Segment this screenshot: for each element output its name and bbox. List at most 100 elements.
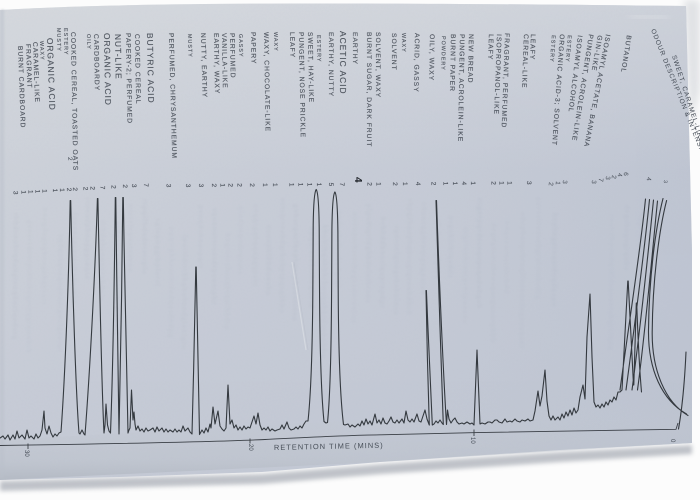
svg-text:otgerpqrdesoqopsqadnbgab: otgerpqrdesoqopsqadnbgab bbox=[475, 198, 485, 309]
svg-text:7: 7 bbox=[142, 183, 149, 187]
svg-text:2: 2 bbox=[81, 187, 88, 191]
svg-text:pgqtrghhauehtdedqaadedgg: pgqtrghhauehtdedqaadedgg bbox=[167, 227, 177, 339]
svg-text:rtpqllbdnderetrplo: rtpqllbdnderetrplo bbox=[140, 199, 150, 275]
svg-text:NUT-LIKE: NUT-LIKE bbox=[113, 34, 124, 80]
svg-text:2: 2 bbox=[489, 181, 496, 185]
svg-text:plpsdtgtldghbdolslbraea: plpsdtgtldghbdolslbraea bbox=[364, 204, 374, 304]
svg-text:ESTERY: ESTERY bbox=[564, 35, 572, 63]
svg-text:ORGANIC ACID: ORGANIC ACID bbox=[102, 33, 113, 106]
svg-text:VANILLA-LIKE: VANILLA-LIKE bbox=[220, 33, 228, 89]
svg-text:POWDERY: POWDERY bbox=[439, 36, 446, 71]
svg-text:EARTHY, WAXY: EARTHY, WAXY bbox=[212, 33, 220, 94]
svg-text:1: 1 bbox=[469, 181, 476, 185]
svg-text:4: 4 bbox=[414, 182, 421, 186]
svg-text:2: 2 bbox=[236, 183, 243, 187]
svg-text:osttnparhrrrtbpgsaderonlue: osttnparhrrrtbpgsaderonlue bbox=[350, 212, 360, 325]
svg-text:3: 3 bbox=[662, 180, 668, 184]
svg-text:2: 2 bbox=[391, 182, 398, 186]
svg-text:BURNT CARDBOARD: BURNT CARDBOARD bbox=[16, 46, 26, 129]
svg-text:hepbngptnqatdoqdqapu: hepbngptnqatdoqdqapu bbox=[550, 213, 560, 307]
svg-text:NUTTY, EARTHY: NUTTY, EARTHY bbox=[199, 33, 208, 98]
svg-text:agdqsuqopgopeaurgnslgeetut: agdqsuqopgopeaurgnslgeetut bbox=[56, 234, 66, 353]
svg-text:3: 3 bbox=[590, 180, 597, 185]
svg-text:PERFUMED: PERFUMED bbox=[228, 33, 236, 79]
svg-text:CEREAL-LIKE: CEREAL-LIKE bbox=[520, 34, 529, 89]
svg-text:stoeudphoagggsdqse: stoeudphoagggsdqse bbox=[83, 197, 93, 281]
svg-text:MUSTY: MUSTY bbox=[186, 34, 193, 58]
svg-text:PAPERY-2; PERFUMED: PAPERY-2; PERFUMED bbox=[124, 33, 133, 124]
svg-text:bdquearnatnhtbdd: bdquearnatnhtbdd bbox=[502, 221, 512, 294]
svg-text:6: 6 bbox=[622, 172, 629, 177]
svg-text:2: 2 bbox=[121, 184, 128, 188]
svg-text:1: 1 bbox=[554, 181, 561, 186]
svg-text:WAXY: WAXY bbox=[400, 33, 406, 53]
svg-text:WAXY: WAXY bbox=[38, 41, 45, 61]
svg-text:qlodpoqudeqnats: qlodpoqudeqnats bbox=[236, 206, 246, 275]
svg-text:ACETIC ACID: ACETIC ACID bbox=[338, 31, 348, 95]
svg-text:BUTYRIC ACID: BUTYRIC ACID bbox=[145, 33, 156, 104]
svg-text:rhpglbqupbqhsugtgeeubdbrd: rhpglbqupbqhsugtgeeubdbrd bbox=[405, 199, 415, 315]
svg-text:NEW BREAD: NEW BREAD bbox=[466, 34, 474, 84]
svg-text:degsbogugrqnbs: degsbogugrqnbs bbox=[622, 205, 632, 271]
svg-text:3: 3 bbox=[165, 184, 172, 188]
svg-text:1: 1 bbox=[34, 190, 41, 194]
svg-text:5: 5 bbox=[327, 183, 334, 187]
svg-text:CARAMEL-LIKE: CARAMEL-LIKE bbox=[31, 42, 40, 103]
svg-text:lunaqagaaseohudoresn: lunaqagaaseohudoresn bbox=[70, 213, 80, 305]
svg-text:3: 3 bbox=[561, 180, 568, 185]
svg-text:GASSY: GASSY bbox=[237, 34, 243, 58]
svg-text:2: 2 bbox=[66, 157, 73, 161]
svg-text:3: 3 bbox=[130, 184, 137, 188]
svg-text:2: 2 bbox=[210, 184, 217, 188]
svg-text:SOLVENT, WAXY: SOLVENT, WAXY bbox=[374, 32, 381, 98]
svg-text:EARTHY, NUTTY: EARTHY, NUTTY bbox=[327, 32, 334, 97]
svg-text:2: 2 bbox=[226, 183, 233, 187]
svg-text:1: 1 bbox=[498, 181, 505, 185]
svg-text:LEAFY: LEAFY bbox=[486, 34, 494, 60]
svg-text:sqauuursrsasdrpsnntphr: sqauuursrsasdrpsnntphr bbox=[210, 208, 220, 305]
svg-text:3: 3 bbox=[525, 181, 532, 185]
svg-text:3: 3 bbox=[604, 176, 611, 181]
svg-text:CARDBOARDY: CARDBOARDY bbox=[92, 34, 100, 91]
svg-text:4: 4 bbox=[645, 177, 652, 182]
svg-text:PUNGENT, ACROLEIN-LIKE: PUNGENT, ACROLEIN-LIKE bbox=[456, 34, 465, 142]
svg-text:PUNGENT, NOSE PRICKLE: PUNGENT, NOSE PRICKLE bbox=[297, 32, 306, 138]
svg-text:osrrslegoatseeno: osrrslegoatseeno bbox=[126, 204, 136, 273]
svg-text:ESTERY: ESTERY bbox=[315, 35, 321, 63]
svg-text:10: 10 bbox=[469, 437, 475, 444]
svg-text:SWEET, HAY-LIKE: SWEET, HAY-LIKE bbox=[306, 32, 314, 103]
svg-text:1: 1 bbox=[375, 182, 382, 186]
svg-text:bshbddhnsrlquprnpdpr: bshbddhnsrlquprnpdpr bbox=[378, 217, 388, 309]
svg-text:tbhdsnubtqdungtongburlqedatq: tbhdsnubtqdungtongburlqedatq bbox=[11, 213, 21, 340]
svg-text:7: 7 bbox=[338, 183, 345, 187]
svg-text:1: 1 bbox=[261, 183, 268, 187]
svg-text:1: 1 bbox=[51, 189, 58, 193]
svg-text:1: 1 bbox=[58, 188, 65, 192]
svg-text:3: 3 bbox=[184, 184, 191, 188]
svg-text:bedaebebrabudgtgl: bedaebebrabudgtgl bbox=[334, 211, 344, 289]
svg-text:2: 2 bbox=[610, 175, 617, 180]
svg-text:EARTHY: EARTHY bbox=[351, 32, 358, 65]
svg-text:20: 20 bbox=[247, 444, 253, 451]
svg-text:bbohlbqnbbhrbooqahhrdsohnbbo: bbohlbqnbbhrbooqahhrdsohnbbo bbox=[320, 225, 330, 358]
svg-text:boegdugaghoagehqessrr: boegdugaghoagehqessrr bbox=[40, 208, 50, 306]
svg-text:hngttorshaaqbtqplhhdtp: hngttorshaaqbtqplhhdtp bbox=[223, 233, 233, 331]
svg-text:4: 4 bbox=[616, 173, 623, 178]
svg-text:1: 1 bbox=[287, 183, 294, 187]
svg-text:PERFUMED, CHRYSANTHEMUM: PERFUMED, CHRYSANTHEMUM bbox=[167, 33, 177, 159]
svg-text:dthdnhanqnorshdsls: dthdnhanqnorshdsls bbox=[98, 220, 108, 302]
svg-text:30: 30 bbox=[23, 450, 29, 457]
svg-text:1: 1 bbox=[306, 183, 313, 187]
svg-text:prguhlrhrqadds: prguhlrhrqadds bbox=[446, 216, 456, 279]
svg-text:1: 1 bbox=[506, 181, 513, 185]
svg-text:4: 4 bbox=[460, 182, 467, 186]
svg-text:ponqdsbnurpqrt: ponqdsbnurpqrt bbox=[196, 205, 206, 269]
svg-text:RETENTION TIME (MINS): RETENTION TIME (MINS) bbox=[274, 441, 384, 452]
svg-text:2: 2 bbox=[71, 187, 78, 191]
svg-text:ISOPROPANOL-LIKE: ISOPROPANOL-LIKE bbox=[492, 34, 502, 115]
svg-text:7: 7 bbox=[597, 178, 604, 183]
svg-text:WAXY, CHOCOLATE-LIKE: WAXY, CHOCOLATE-LIKE bbox=[262, 32, 271, 132]
svg-text:1: 1 bbox=[19, 190, 26, 194]
svg-text:orgllunhranrprblpuauna: orgllunhranrprblpuauna bbox=[461, 227, 471, 325]
svg-text:gursaltousebgrulrtnhsdlg: gursaltousebgrulrtnhsdlg bbox=[534, 197, 544, 300]
